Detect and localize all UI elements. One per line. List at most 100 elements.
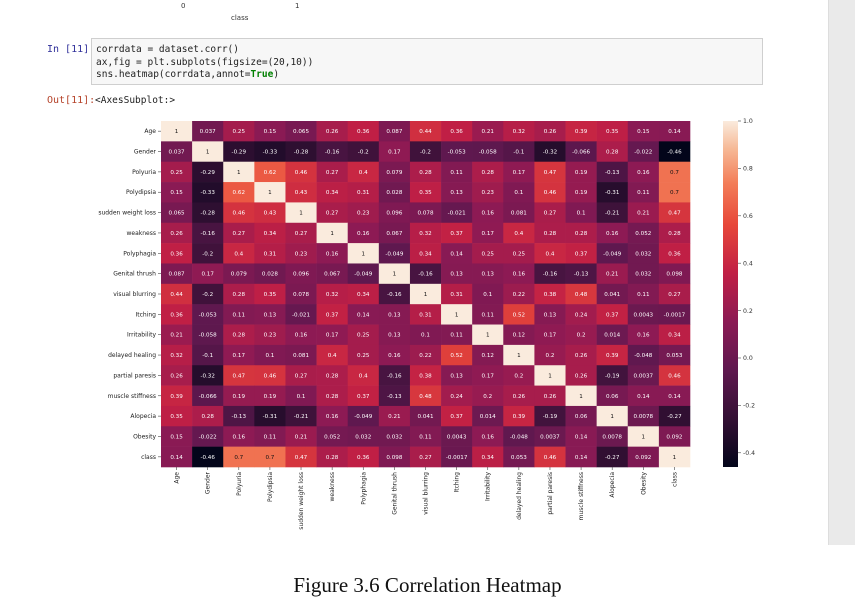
vertical-scrollbar[interactable] xyxy=(828,0,855,545)
heatmap-cell xyxy=(316,344,349,366)
heatmap-cell xyxy=(316,446,349,468)
cell-annotation: 0.38 xyxy=(419,373,432,379)
cell-annotation: 0.17 xyxy=(388,150,401,156)
cell-annotation: -0.28 xyxy=(200,211,215,217)
heatmap-cell xyxy=(378,182,411,203)
y-tick-label: Polyphagia xyxy=(123,250,156,257)
output-prompt: Out[11]: xyxy=(47,95,96,106)
cell-annotation: 0.28 xyxy=(326,394,339,400)
heatmap-cell xyxy=(441,344,473,366)
heatmap-cell xyxy=(285,304,317,325)
heatmap-cell xyxy=(347,243,380,264)
heatmap-cell xyxy=(441,446,473,468)
cell-annotation: 0.16 xyxy=(233,434,246,440)
heatmap-cell xyxy=(378,304,411,325)
cell-annotation: 0.34 xyxy=(482,455,495,461)
cell-annotation: -0.19 xyxy=(543,414,558,420)
cell-annotation: 0.26 xyxy=(513,394,526,400)
cell-annotation: 0.032 xyxy=(635,272,651,278)
heatmap-cell xyxy=(409,426,442,447)
cell-annotation: -0.1 xyxy=(513,150,524,156)
cell-annotation: 1 xyxy=(237,170,241,176)
cell-annotation: -0.021 xyxy=(448,211,466,217)
heatmap-cell xyxy=(161,405,193,427)
cell-annotation: 0.23 xyxy=(264,333,277,339)
heatmap-cell xyxy=(565,446,597,468)
heatmap-cell xyxy=(161,324,193,346)
heatmap-cell xyxy=(254,426,286,447)
heatmap-cell xyxy=(503,324,535,346)
cell-annotation: 0.14 xyxy=(668,394,681,400)
heatmap-cell xyxy=(347,405,380,427)
cell-annotation: 0.065 xyxy=(293,129,309,135)
heatmap-cell xyxy=(378,344,411,366)
heatmap-cell xyxy=(565,243,597,264)
cell-annotation: 1 xyxy=(393,272,397,278)
cell-annotation: 0.037 xyxy=(200,129,216,135)
cell-annotation: 1 xyxy=(206,150,210,156)
heatmap-cell xyxy=(503,182,535,203)
correlation-heatmap: 1 0.037 0.25 0.15 0.065 0.26 0.36 0.087 0.44 0.36… xyxy=(98,118,755,529)
cell-annotation: 0.098 xyxy=(386,455,402,461)
cell-annotation: 0.14 xyxy=(575,455,588,461)
cell-annotation: 0.0078 xyxy=(634,414,654,420)
colorbar-tick-label: 0.2 xyxy=(743,308,753,315)
cell-annotation: 0.1 xyxy=(483,292,492,298)
cell-annotation: 0.28 xyxy=(326,373,339,379)
heatmap-cell xyxy=(409,222,442,244)
heatmap-cell xyxy=(378,365,411,386)
heatmap-cell xyxy=(347,182,380,203)
y-tick-label: delayed healing xyxy=(108,352,156,359)
heatmap-cell xyxy=(223,405,255,427)
cell-annotation: 0.31 xyxy=(357,190,370,196)
cell-annotation: 0.21 xyxy=(606,272,619,278)
heatmap-cell xyxy=(254,121,286,142)
cell-annotation: 0.12 xyxy=(513,333,525,339)
heatmap-cell xyxy=(285,222,317,244)
heatmap-cell xyxy=(472,344,504,366)
cell-annotation: 0.36 xyxy=(357,455,370,461)
heatmap-cell xyxy=(565,121,597,142)
heatmap-cell xyxy=(503,283,535,305)
cell-annotation: 0.46 xyxy=(233,211,246,217)
x-tick-label: muscle stiffness xyxy=(578,472,585,520)
cell-annotation: 0.37 xyxy=(575,251,588,257)
cell-annotation: -0.13 xyxy=(232,414,247,420)
cell-annotation: 0.17 xyxy=(482,231,495,237)
heatmap-cell xyxy=(565,324,597,346)
cell-annotation: 0.096 xyxy=(386,211,402,217)
heatmap-cell xyxy=(503,344,535,366)
heatmap-cell xyxy=(596,222,629,244)
heatmap-cell xyxy=(441,202,473,224)
code-cell[interactable]: corrdata = dataset.corr() ax,fig = plt.su… xyxy=(91,38,763,85)
cell-annotation: 0.22 xyxy=(419,353,431,359)
cell-annotation: 0.25 xyxy=(513,251,526,257)
cell-annotation: 0.13 xyxy=(482,272,495,278)
heatmap-cell xyxy=(161,385,193,407)
cell-annotation: 0.35 xyxy=(606,129,619,135)
cell-annotation: -0.049 xyxy=(385,251,403,257)
heatmap-cell xyxy=(472,304,504,325)
heatmap-cell xyxy=(378,324,411,346)
x-tick-label: Genital thrush xyxy=(391,472,398,515)
cell-annotation: 0.35 xyxy=(170,414,183,420)
heatmap-cell xyxy=(441,365,473,386)
heatmap-cell xyxy=(441,385,473,407)
cell-annotation: 0.28 xyxy=(201,414,214,420)
cell-annotation: 1 xyxy=(424,292,428,298)
cell-annotation: 0.62 xyxy=(264,170,276,176)
cell-annotation: 0.23 xyxy=(482,190,495,196)
heatmap-cell xyxy=(254,405,286,427)
cell-annotation: 0.48 xyxy=(419,394,432,400)
heatmap-cell xyxy=(347,263,380,285)
x-tick-label: Itching xyxy=(454,472,461,493)
cell-annotation: 0.21 xyxy=(637,211,650,217)
x-tick-label: visual blurring xyxy=(423,472,430,515)
heatmap-cell xyxy=(409,243,442,264)
cell-annotation: 0.27 xyxy=(295,373,308,379)
heatmap-cell xyxy=(627,121,660,142)
y-tick-label: Irritability xyxy=(127,332,156,339)
x-tick-label: Gender xyxy=(205,471,212,494)
heatmap-cell xyxy=(658,446,691,468)
heatmap-cell xyxy=(409,121,442,142)
